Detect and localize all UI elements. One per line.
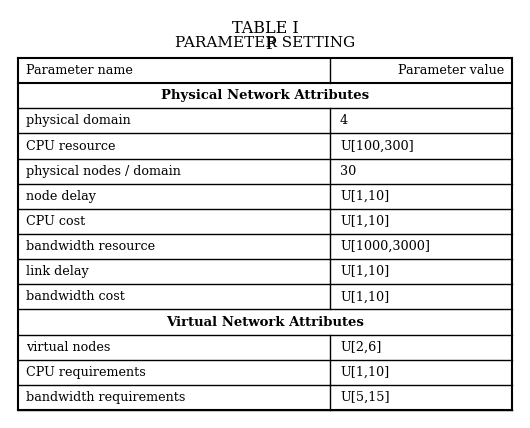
- Text: P: P: [265, 36, 276, 53]
- Text: U[1,10]: U[1,10]: [340, 215, 389, 228]
- Text: U[100,300]: U[100,300]: [340, 140, 414, 152]
- Text: node delay: node delay: [26, 190, 96, 203]
- Text: CPU cost: CPU cost: [26, 215, 85, 228]
- Text: U[1,10]: U[1,10]: [340, 366, 389, 379]
- Text: Parameter value: Parameter value: [398, 64, 504, 77]
- Text: physical nodes / domain: physical nodes / domain: [26, 165, 181, 178]
- Text: link delay: link delay: [26, 265, 89, 278]
- Text: virtual nodes: virtual nodes: [26, 341, 110, 354]
- Text: bandwidth resource: bandwidth resource: [26, 240, 155, 253]
- Text: U[1,10]: U[1,10]: [340, 265, 389, 278]
- Text: U[2,6]: U[2,6]: [340, 341, 382, 354]
- Text: CPU resource: CPU resource: [26, 140, 116, 152]
- Text: TABLE I: TABLE I: [232, 20, 298, 37]
- Text: bandwidth cost: bandwidth cost: [26, 290, 125, 303]
- Text: Virtual Network Attributes: Virtual Network Attributes: [166, 315, 364, 329]
- Text: Physical Network Attributes: Physical Network Attributes: [161, 89, 369, 102]
- Text: Parameter name: Parameter name: [26, 64, 133, 77]
- Text: CPU requirements: CPU requirements: [26, 366, 146, 379]
- Text: U[5,15]: U[5,15]: [340, 391, 390, 404]
- Text: U[1,10]: U[1,10]: [340, 190, 389, 203]
- Text: 4: 4: [340, 114, 348, 128]
- Text: 30: 30: [340, 165, 356, 178]
- Text: physical domain: physical domain: [26, 114, 131, 128]
- Text: PARAMETER SETTING: PARAMETER SETTING: [175, 36, 355, 50]
- Text: bandwidth requirements: bandwidth requirements: [26, 391, 186, 404]
- Text: U[1000,3000]: U[1000,3000]: [340, 240, 430, 253]
- Text: U[1,10]: U[1,10]: [340, 290, 389, 303]
